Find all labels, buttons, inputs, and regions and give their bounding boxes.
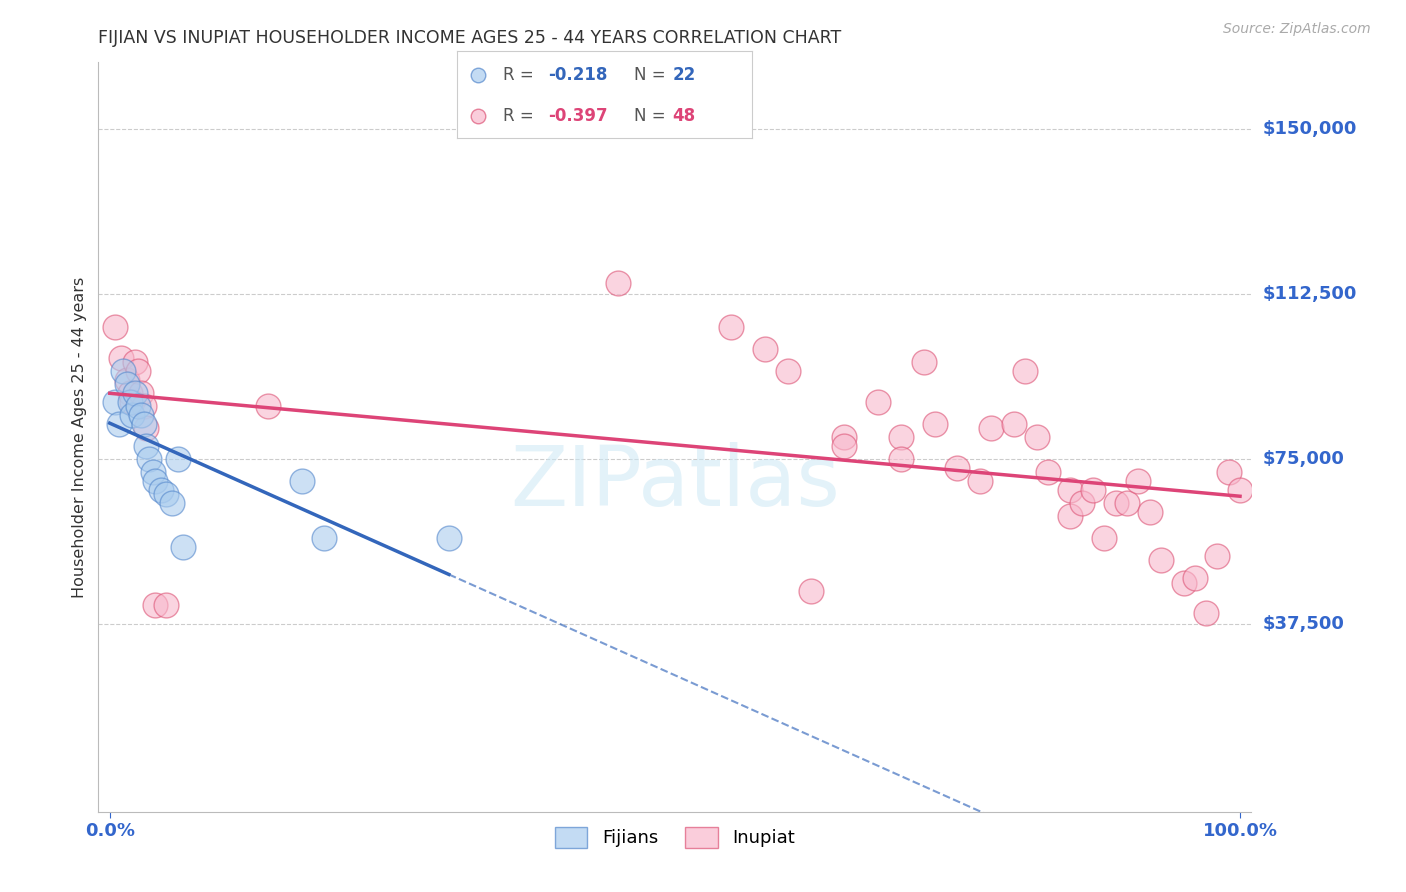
Point: [166, 452, 188, 467]
Point: [132, 417, 155, 431]
Point: [131, 408, 153, 422]
Point: [1036, 466, 1059, 480]
Text: $75,000: $75,000: [1263, 450, 1344, 468]
Point: [1184, 571, 1206, 585]
Text: -0.218: -0.218: [548, 66, 607, 85]
Point: [120, 386, 142, 401]
Point: [754, 342, 776, 356]
Point: [980, 421, 1002, 435]
Point: [110, 351, 132, 365]
Text: $150,000: $150,000: [1263, 120, 1357, 137]
Point: [607, 276, 630, 290]
Point: [124, 386, 146, 401]
Point: [142, 466, 165, 480]
Point: [1081, 483, 1104, 497]
Point: [1059, 509, 1081, 524]
Text: R =: R =: [503, 107, 538, 126]
Point: [120, 394, 142, 409]
Point: [1070, 496, 1092, 510]
Point: [115, 377, 138, 392]
Point: [776, 364, 799, 378]
Point: [1059, 483, 1081, 497]
Point: [143, 598, 166, 612]
Text: -0.397: -0.397: [548, 107, 609, 126]
Text: $37,500: $37,500: [1263, 615, 1344, 633]
Point: [121, 408, 143, 422]
Point: [149, 483, 172, 497]
Point: [138, 452, 160, 467]
Point: [314, 532, 336, 546]
Point: [969, 474, 991, 488]
Point: [1139, 505, 1161, 519]
Point: [720, 319, 742, 334]
Point: [155, 487, 177, 501]
Text: Source: ZipAtlas.com: Source: ZipAtlas.com: [1223, 22, 1371, 37]
Point: [890, 452, 912, 467]
Text: 22: 22: [672, 66, 696, 85]
Text: R =: R =: [503, 66, 538, 85]
Legend: Fijians, Inupiat: Fijians, Inupiat: [548, 820, 801, 855]
Point: [946, 461, 969, 475]
Text: ZIPatlas: ZIPatlas: [510, 442, 839, 523]
Point: [127, 364, 149, 378]
Point: [1025, 430, 1047, 444]
Point: [834, 439, 856, 453]
Text: 48: 48: [672, 107, 696, 126]
Point: [868, 394, 890, 409]
Point: [1195, 607, 1218, 621]
Text: N =: N =: [634, 66, 671, 85]
Text: N =: N =: [634, 107, 671, 126]
Point: [1173, 575, 1195, 590]
Point: [1014, 364, 1036, 378]
Point: [1092, 532, 1115, 546]
Point: [1229, 483, 1251, 497]
Point: [912, 355, 935, 369]
Y-axis label: Householder Income Ages 25 - 44 years: Householder Income Ages 25 - 44 years: [72, 277, 87, 598]
Point: [172, 541, 194, 555]
Point: [1002, 417, 1025, 431]
Point: [127, 399, 149, 413]
Point: [1218, 466, 1240, 480]
Point: [135, 439, 157, 453]
Point: [1150, 553, 1173, 567]
Point: [799, 584, 821, 599]
Point: [124, 355, 146, 369]
Text: FIJIAN VS INUPIAT HOUSEHOLDER INCOME AGES 25 - 44 YEARS CORRELATION CHART: FIJIAN VS INUPIAT HOUSEHOLDER INCOME AGE…: [98, 29, 842, 47]
Point: [155, 598, 177, 612]
Point: [143, 474, 166, 488]
Point: [257, 399, 280, 413]
Point: [437, 532, 460, 546]
Point: [104, 319, 127, 334]
Point: [1206, 549, 1229, 563]
Point: [924, 417, 946, 431]
Point: [131, 386, 153, 401]
Point: [104, 394, 127, 409]
Point: [1128, 474, 1150, 488]
Point: [467, 68, 489, 82]
Point: [112, 364, 135, 378]
Point: [834, 430, 856, 444]
Point: [107, 417, 129, 431]
Point: [160, 496, 183, 510]
Point: [121, 394, 143, 409]
Point: [890, 430, 912, 444]
Text: $112,500: $112,500: [1263, 285, 1357, 303]
Point: [132, 399, 155, 413]
Point: [135, 421, 157, 435]
Point: [1116, 496, 1139, 510]
Point: [115, 373, 138, 387]
Point: [467, 109, 489, 123]
Point: [291, 474, 314, 488]
Point: [1105, 496, 1128, 510]
